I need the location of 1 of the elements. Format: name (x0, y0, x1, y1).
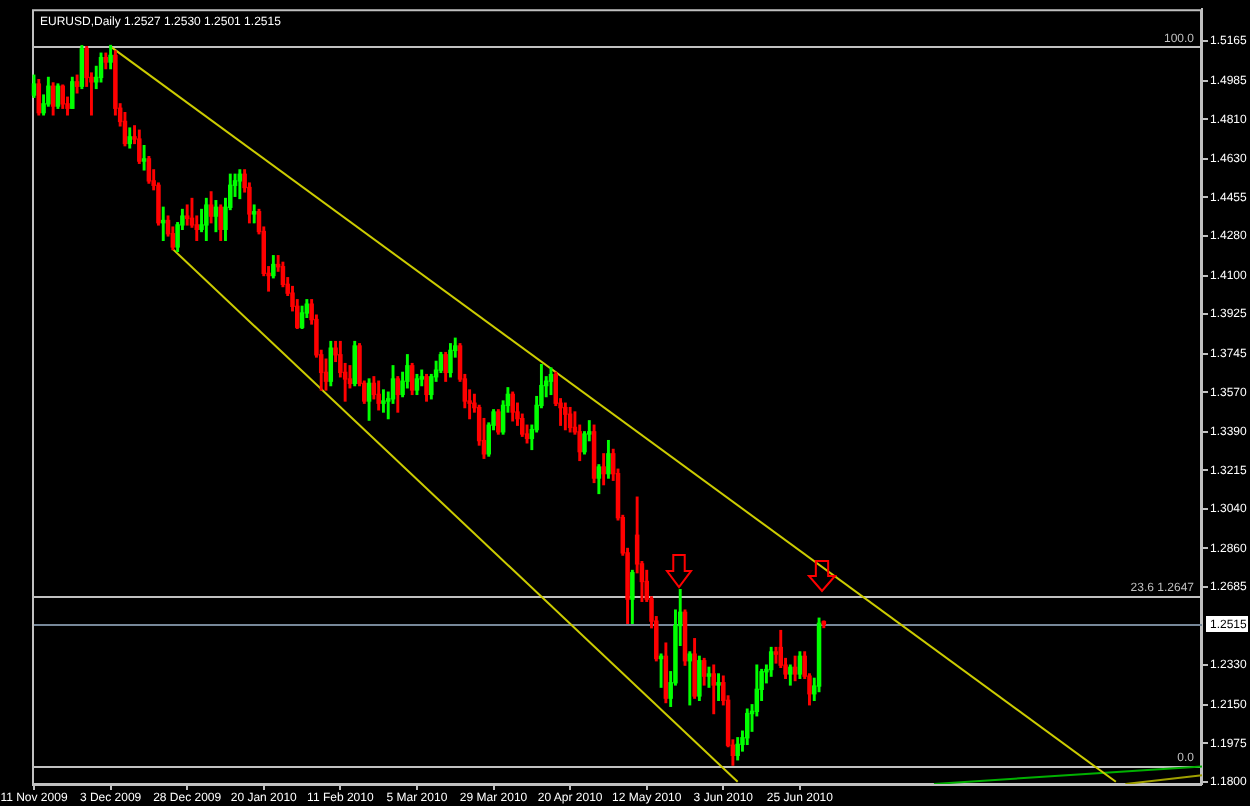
candlestick (160, 206, 166, 241)
